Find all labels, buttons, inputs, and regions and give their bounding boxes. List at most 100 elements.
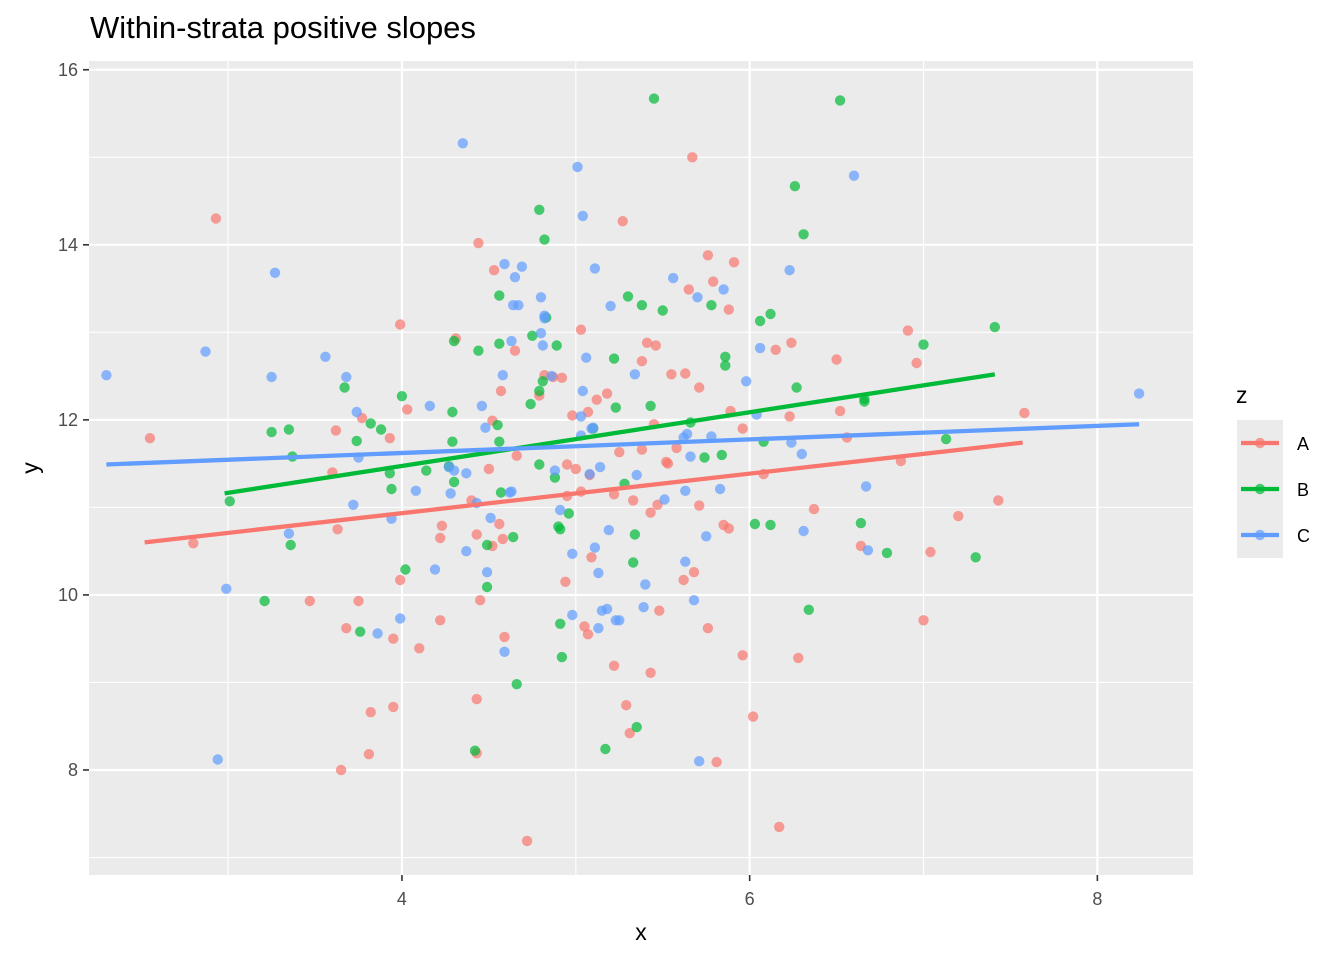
data-point-C [640, 579, 651, 590]
data-point-B [447, 436, 458, 447]
data-point-A [365, 707, 376, 718]
data-point-A [793, 652, 804, 664]
data-point-A [499, 631, 510, 643]
data-point-C [692, 292, 703, 303]
data-point-C [481, 567, 493, 578]
data-point-A [737, 423, 748, 434]
data-point-C [593, 567, 604, 579]
data-point-C [101, 370, 112, 381]
data-point-C [860, 481, 872, 492]
data-point-A [624, 728, 635, 739]
data-point-C [266, 371, 277, 383]
data-point-B [610, 402, 621, 413]
data-point-C [581, 352, 592, 363]
data-point-A [808, 503, 820, 515]
data-point-A [353, 595, 364, 607]
data-point-B [631, 721, 642, 733]
data-point-A [636, 356, 648, 367]
data-point-A [330, 425, 342, 436]
data-point-A [395, 574, 406, 586]
data-point-C [588, 422, 599, 433]
data-point-B [527, 330, 538, 341]
grid-major [89, 61, 1193, 875]
data-point-B [473, 345, 484, 356]
data-point-B [720, 360, 731, 371]
data-point-C [688, 595, 700, 606]
data-point-B [421, 465, 432, 476]
data-point-B [375, 424, 387, 435]
data-point-A [617, 216, 628, 227]
x-tick-label: 6 [745, 889, 755, 909]
data-point-A [608, 489, 620, 500]
data-point-B [539, 234, 550, 245]
data-point-A [384, 433, 395, 444]
data-point-B [765, 308, 776, 320]
data-point-A [911, 357, 922, 369]
data-point-A [471, 529, 482, 540]
data-point-B [494, 290, 505, 301]
data-point-A [556, 372, 568, 383]
data-point-C [685, 451, 696, 462]
data-point-A [497, 533, 508, 545]
data-point-C [701, 531, 712, 542]
data-point-A [483, 463, 495, 475]
data-point-B [803, 604, 814, 615]
data-point-A [488, 265, 500, 276]
data-point-C [798, 525, 809, 537]
data-point-C [848, 170, 860, 181]
data-point-A [993, 495, 1004, 506]
data-point-C [457, 138, 468, 149]
data-point-C [784, 265, 795, 276]
x-axis: 4 6 8 [397, 875, 1102, 909]
data-point-A [473, 237, 484, 249]
data-point-C [212, 754, 223, 765]
data-point-A [666, 369, 677, 380]
data-point-B [534, 385, 545, 397]
data-point-A [694, 500, 705, 511]
data-point-A [723, 304, 734, 315]
data-point-C [572, 161, 583, 173]
data-point-C [718, 284, 729, 295]
data-point-A [591, 394, 602, 405]
data-point-C [796, 448, 807, 460]
data-point-B [494, 436, 505, 447]
data-point-A [509, 345, 521, 356]
data-point-B [970, 552, 981, 563]
data-point-B [600, 743, 611, 755]
data-point-C [461, 468, 472, 479]
data-point-A [144, 433, 156, 444]
data-point-A [495, 385, 507, 397]
data-point-B [355, 626, 366, 637]
y-axis-title: y [17, 462, 43, 474]
points-layer [101, 93, 1145, 847]
data-point-C [445, 488, 456, 499]
data-point-A [678, 574, 689, 586]
data-point-C [567, 609, 578, 621]
data-point-C [506, 335, 517, 347]
chart-title: Within-strata positive slopes [90, 10, 476, 45]
data-point-B [351, 435, 362, 447]
data-point-B [551, 340, 562, 351]
data-point-C [668, 272, 679, 284]
data-point-A [521, 835, 533, 847]
data-point-B [706, 300, 717, 311]
data-point-B [525, 398, 536, 410]
data-point-A [188, 538, 199, 549]
data-point-C [429, 564, 441, 575]
data-point-C [603, 524, 614, 536]
data-point-A [335, 764, 347, 776]
data-point-A [784, 411, 795, 422]
data-point-B [339, 382, 350, 393]
data-point-A [561, 459, 573, 470]
data-point-A [582, 629, 594, 640]
data-point-A [687, 152, 698, 163]
data-point-C [448, 465, 460, 476]
data-point-C [513, 300, 524, 311]
data-point-B [555, 524, 566, 535]
data-point-B [495, 487, 507, 498]
data-point-B [855, 517, 867, 529]
data-point-A [332, 524, 343, 535]
data-point-A [1019, 407, 1030, 419]
data-point-B [285, 539, 296, 551]
data-point-C [694, 756, 705, 767]
